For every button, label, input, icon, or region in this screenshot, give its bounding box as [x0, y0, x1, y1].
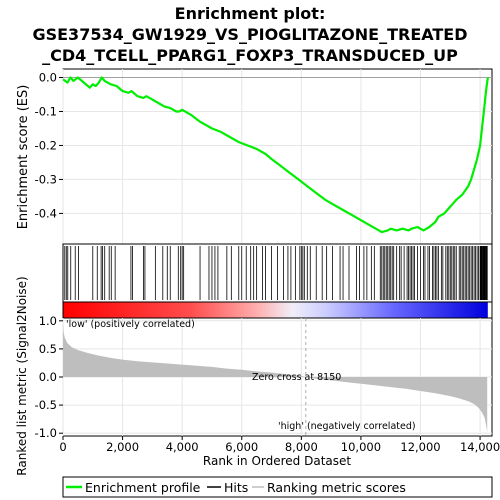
metric-y-tick-label: 0.0 — [39, 370, 57, 384]
x-tick-label: 2,000 — [106, 440, 139, 454]
title-line-3: _CD4_TCELL_PPARG1_FOXP3_TRANSDUCED_UP — [42, 46, 458, 65]
metric-y-tick-label: 1.0 — [39, 314, 57, 328]
es-y-tick-label: -0.2 — [35, 138, 57, 152]
hits-panel — [62, 243, 493, 303]
ranking-metric-area — [63, 321, 488, 433]
es-plot-frame — [62, 68, 493, 245]
enrichment-profile-line — [62, 76, 489, 234]
x-axis-label: Rank in Ordered Dataset — [203, 454, 351, 468]
ranking-color-bar — [63, 302, 488, 318]
es-y-tick-label: -0.3 — [35, 172, 57, 186]
x-tick-label: 12,000 — [400, 440, 440, 454]
metric-y-ticks: 1.0 0.5 0.0 -0.5 -1.0 — [35, 314, 63, 440]
es-gridlines — [62, 69, 492, 244]
legend-hits-label: Hits — [224, 480, 248, 495]
metric-panel: 1.0 0.5 0.0 -0.5 -1.0 0 2,000 4,000 6,000 8,000 1… — [15, 276, 500, 475]
es-y-axis-label: Enrichment score (ES) — [16, 85, 31, 230]
x-tick-label: 8,000 — [285, 440, 318, 454]
es-y-tick-label: 0.0 — [39, 70, 57, 84]
legend-profile-label: Enrichment profile — [85, 480, 201, 495]
title-line-1: Enrichment plot: — [175, 4, 326, 23]
hit-markers — [64, 246, 488, 300]
legend-frame — [62, 476, 493, 498]
metric-x-ticks: 0 2,000 4,000 6,000 8,000 10,000 12,000 14,000 — [59, 436, 500, 454]
high-correlation-label: 'high' (negatively correlated) — [278, 421, 416, 432]
x-tick-label: 0 — [59, 440, 66, 454]
legend-metric-label: Ranking metric scores — [267, 480, 406, 495]
x-tick-label: 10,000 — [341, 440, 381, 454]
metric-y-tick-label: -0.5 — [35, 398, 57, 412]
x-tick-label: 4,000 — [166, 440, 199, 454]
x-tick-label: 14,000 — [460, 440, 500, 454]
low-correlation-label: 'low' (positively correlated) — [66, 319, 195, 330]
zero-cross-label: Zero cross at 8150 — [252, 372, 341, 383]
metric-y-axis-label: Ranked list metric (Signal2Noise) — [15, 276, 29, 475]
title-line-2: GSE37534_GW1929_VS_PIOGLITAZONE_TREATED — [32, 25, 467, 44]
es-y-tick-label: -0.4 — [35, 206, 57, 220]
es-y-tick-label: -0.1 — [35, 104, 57, 118]
x-tick-label: 6,000 — [225, 440, 258, 454]
metric-y-tick-label: 0.5 — [39, 342, 57, 356]
es-y-ticks: 0.0 -0.1 -0.2 -0.3 -0.4 — [35, 70, 63, 220]
es-panel: 0.0 -0.1 -0.2 -0.3 -0.4 Enrichment score (ES… — [16, 68, 493, 245]
metric-y-tick-label: -1.0 — [35, 426, 57, 440]
legend: Enrichment profile Hits Ranking metric s… — [62, 476, 493, 498]
